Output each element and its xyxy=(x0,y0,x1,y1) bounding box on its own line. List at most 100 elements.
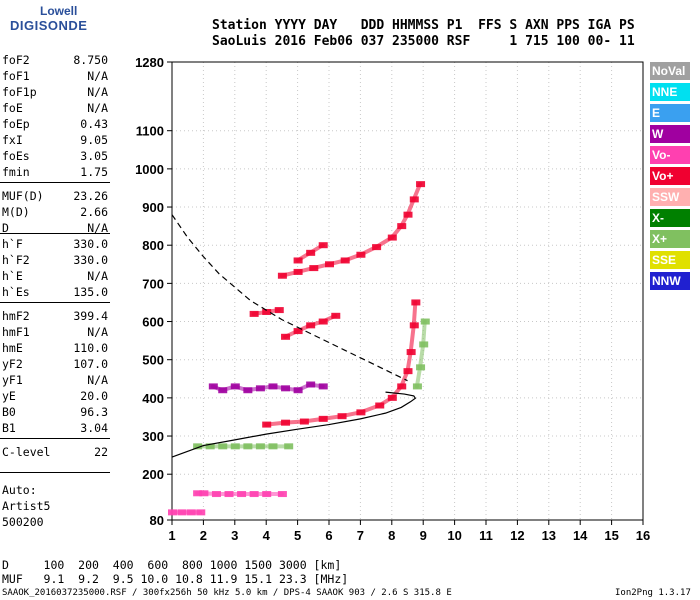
param-row: foF1p N/A xyxy=(2,84,108,100)
echo-trace xyxy=(283,313,338,339)
param-name: hmF2 xyxy=(2,309,30,323)
table-divider xyxy=(0,472,110,473)
param-value: 330.0 xyxy=(73,253,108,267)
auto-code: 500200 xyxy=(2,515,44,529)
x-tick-label: 11 xyxy=(479,528,493,543)
legend-item: NNE xyxy=(650,83,690,101)
param-row: h`F 330.0 xyxy=(2,236,108,252)
param-name: hmF1 xyxy=(2,325,30,339)
param-value: 8.750 xyxy=(73,53,108,67)
param-value: N/A xyxy=(87,221,108,235)
x-tick-label: 16 xyxy=(636,528,650,543)
y-tick-label: 200 xyxy=(142,467,164,482)
param-value: 96.3 xyxy=(80,405,108,419)
echo-trace xyxy=(295,243,325,263)
param-value: 22 xyxy=(94,445,108,459)
param-name: B1 xyxy=(2,421,16,435)
header-line1: Station YYYY DAY DDD HHMMSS P1 FFS S AXN… xyxy=(212,18,635,33)
param-row: B0 96.3 xyxy=(2,404,108,420)
echo-trace xyxy=(264,300,418,427)
x-tick-label: 9 xyxy=(420,528,427,543)
legend-item: SSW xyxy=(650,188,690,206)
param-value: 9.05 xyxy=(80,133,108,147)
param-name: B0 xyxy=(2,405,16,419)
param-value: 3.05 xyxy=(80,149,108,163)
logo-line2: DIGISONDE xyxy=(10,18,88,33)
x-tick-label: 10 xyxy=(447,528,461,543)
x-tick-label: 6 xyxy=(325,528,332,543)
muf-dashed-line xyxy=(171,214,408,382)
param-row: fmin 1.75 xyxy=(2,164,108,180)
param-value: 1.75 xyxy=(80,165,108,179)
param-value: 0.43 xyxy=(80,117,108,131)
y-tick-label: 800 xyxy=(142,238,164,253)
param-value: 23.26 xyxy=(73,189,108,203)
param-value: 330.0 xyxy=(73,237,108,251)
param-name: M(D) xyxy=(2,205,30,219)
echo-trace xyxy=(279,182,423,278)
y-tick-label: 300 xyxy=(142,429,164,444)
legend-item: Vo- xyxy=(650,146,690,164)
param-name: yE xyxy=(2,389,16,403)
y-tick-label: 80 xyxy=(150,513,164,528)
param-value: 20.0 xyxy=(80,389,108,403)
legend-item: NNW xyxy=(650,272,690,290)
y-tick-label: 500 xyxy=(142,353,164,368)
legend-item: X- xyxy=(650,209,690,227)
param-row: B1 3.04 xyxy=(2,420,108,436)
logo-line1: Lowell xyxy=(40,4,78,18)
param-row: D N/A xyxy=(2,220,108,236)
x-tick-label: 8 xyxy=(388,528,395,543)
legend-item: Vo+ xyxy=(650,167,690,185)
auto-software: Artist5 xyxy=(2,499,51,513)
param-row: yF2 107.0 xyxy=(2,356,108,372)
x-tick-label: 12 xyxy=(510,528,524,543)
param-name: h`F2 xyxy=(2,253,30,267)
echo-trace xyxy=(195,491,284,497)
param-row: foEs 3.05 xyxy=(2,148,108,164)
param-name: fxI xyxy=(2,133,23,147)
x-tick-label: 13 xyxy=(542,528,556,543)
y-tick-label: 700 xyxy=(142,276,164,291)
echo-trace xyxy=(210,382,325,393)
legend-item: SSE xyxy=(650,251,690,269)
param-value: N/A xyxy=(87,85,108,99)
param-name: h`F xyxy=(2,237,23,251)
x-tick-label: 14 xyxy=(573,528,588,543)
table-divider xyxy=(0,233,110,234)
footer-distance-row: D 100 200 400 600 800 1000 1500 3000 [km… xyxy=(2,558,342,572)
digisonde-logo: Lowell DIGISONDE xyxy=(2,2,92,38)
param-row: M(D) 2.66 xyxy=(2,204,108,220)
x-tick-label: 4 xyxy=(263,528,271,543)
param-name: foEs xyxy=(2,149,30,163)
param-value: N/A xyxy=(87,69,108,83)
y-tick-label: 1100 xyxy=(136,124,164,139)
param-name: MUF(D) xyxy=(2,189,44,203)
footer-muf-row: MUF 9.1 9.2 9.5 10.0 10.8 11.9 15.1 23.3… xyxy=(2,572,349,586)
param-value: 110.0 xyxy=(73,341,108,355)
y-tick-label: 600 xyxy=(142,315,164,330)
param-name: foF1p xyxy=(2,85,37,99)
param-row: C-level 22 xyxy=(2,444,108,460)
echo-trace xyxy=(251,308,281,316)
x-tick-label: 5 xyxy=(294,528,301,543)
param-row: hmF1 N/A xyxy=(2,324,108,340)
param-name: D xyxy=(2,221,9,235)
legend-item: E xyxy=(650,104,690,122)
param-row: h`Es 135.0 xyxy=(2,284,108,300)
param-row: foE N/A xyxy=(2,100,108,116)
param-value: 2.66 xyxy=(80,205,108,219)
param-name: hmE xyxy=(2,341,23,355)
header-line2: SaoLuis 2016 Feb06 037 235000 RSF 1 715 … xyxy=(212,34,635,49)
param-row: foEp 0.43 xyxy=(2,116,108,132)
param-value: N/A xyxy=(87,101,108,115)
param-name: foE xyxy=(2,101,23,115)
x-tick-label: 7 xyxy=(357,528,364,543)
param-row: hmE 110.0 xyxy=(2,340,108,356)
param-value: 107.0 xyxy=(73,357,108,371)
auto-scaling-info: Auto: Artist5 500200 xyxy=(2,482,50,530)
param-row: MUF(D) 23.26 xyxy=(2,188,108,204)
plot-frame xyxy=(171,61,644,521)
table-divider xyxy=(0,182,110,183)
